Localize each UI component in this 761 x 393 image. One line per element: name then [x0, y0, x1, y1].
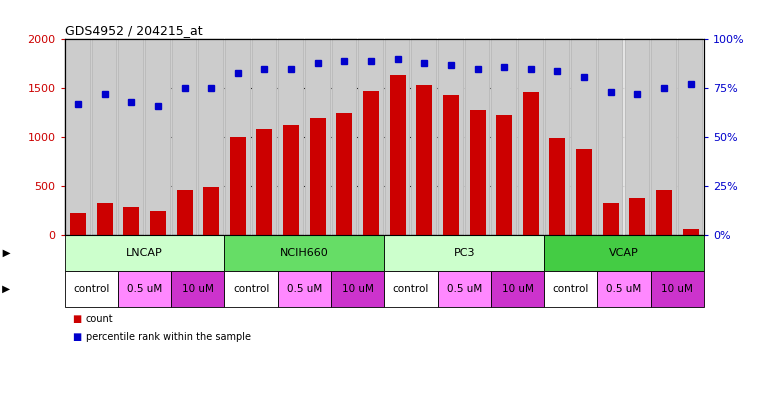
Text: ■: ■: [72, 332, 81, 342]
FancyBboxPatch shape: [651, 39, 677, 235]
Text: control: control: [393, 284, 429, 294]
Text: NCIH660: NCIH660: [280, 248, 329, 258]
FancyBboxPatch shape: [384, 271, 438, 307]
Bar: [523, 92, 539, 235]
Text: 10 uM: 10 uM: [661, 284, 693, 294]
FancyBboxPatch shape: [545, 39, 570, 235]
Bar: [363, 91, 379, 235]
FancyBboxPatch shape: [331, 271, 384, 307]
FancyBboxPatch shape: [544, 235, 704, 271]
Bar: [603, 203, 619, 235]
Bar: [683, 230, 699, 235]
Bar: [549, 138, 565, 235]
FancyBboxPatch shape: [572, 39, 597, 235]
Text: control: control: [73, 284, 110, 294]
FancyBboxPatch shape: [598, 39, 623, 235]
Bar: [336, 113, 352, 235]
FancyBboxPatch shape: [385, 39, 410, 235]
FancyBboxPatch shape: [199, 39, 224, 235]
FancyBboxPatch shape: [252, 39, 277, 235]
Bar: [416, 85, 432, 235]
Bar: [230, 137, 246, 235]
Bar: [177, 190, 193, 235]
FancyBboxPatch shape: [651, 271, 704, 307]
FancyBboxPatch shape: [224, 235, 384, 271]
FancyBboxPatch shape: [92, 39, 117, 235]
Bar: [470, 110, 486, 235]
FancyBboxPatch shape: [171, 271, 224, 307]
Bar: [97, 203, 113, 235]
Bar: [310, 118, 326, 235]
FancyBboxPatch shape: [491, 271, 544, 307]
FancyBboxPatch shape: [305, 39, 330, 235]
Text: 0.5 uM: 0.5 uM: [287, 284, 322, 294]
FancyBboxPatch shape: [172, 39, 197, 235]
Text: 10 uM: 10 uM: [342, 284, 374, 294]
Text: PC3: PC3: [454, 248, 475, 258]
Bar: [496, 115, 512, 235]
Bar: [283, 125, 299, 235]
FancyBboxPatch shape: [65, 39, 91, 235]
FancyBboxPatch shape: [278, 271, 331, 307]
FancyBboxPatch shape: [465, 39, 490, 235]
FancyBboxPatch shape: [384, 235, 544, 271]
Text: percentile rank within the sample: percentile rank within the sample: [86, 332, 251, 342]
Text: 0.5 uM: 0.5 uM: [447, 284, 482, 294]
Text: 0.5 uM: 0.5 uM: [127, 284, 162, 294]
Text: count: count: [86, 314, 113, 324]
Text: GDS4952 / 204215_at: GDS4952 / 204215_at: [65, 24, 202, 37]
FancyBboxPatch shape: [518, 39, 543, 235]
FancyBboxPatch shape: [544, 271, 597, 307]
FancyBboxPatch shape: [678, 39, 703, 235]
Text: 10 uM: 10 uM: [182, 284, 214, 294]
Bar: [576, 149, 592, 235]
FancyBboxPatch shape: [625, 39, 650, 235]
Text: LNCAP: LNCAP: [126, 248, 163, 258]
FancyBboxPatch shape: [332, 39, 357, 235]
FancyBboxPatch shape: [438, 271, 491, 307]
Text: control: control: [552, 284, 589, 294]
Text: cell line ▶: cell line ▶: [0, 248, 11, 258]
FancyBboxPatch shape: [412, 39, 437, 235]
Text: 10 uM: 10 uM: [501, 284, 533, 294]
Text: dose ▶: dose ▶: [0, 284, 11, 294]
FancyBboxPatch shape: [492, 39, 517, 235]
Bar: [629, 198, 645, 235]
FancyBboxPatch shape: [225, 39, 250, 235]
Bar: [203, 187, 219, 235]
Bar: [256, 129, 272, 235]
Bar: [443, 95, 459, 235]
Bar: [150, 211, 166, 235]
FancyBboxPatch shape: [65, 235, 224, 271]
FancyBboxPatch shape: [118, 271, 171, 307]
FancyBboxPatch shape: [145, 39, 170, 235]
FancyBboxPatch shape: [119, 39, 144, 235]
Bar: [656, 190, 672, 235]
Text: VCAP: VCAP: [609, 248, 639, 258]
Text: ■: ■: [72, 314, 81, 324]
FancyBboxPatch shape: [597, 271, 651, 307]
FancyBboxPatch shape: [65, 271, 118, 307]
Bar: [123, 207, 139, 235]
FancyBboxPatch shape: [438, 39, 463, 235]
Bar: [70, 213, 86, 235]
Text: control: control: [233, 284, 269, 294]
FancyBboxPatch shape: [279, 39, 304, 235]
FancyBboxPatch shape: [358, 39, 384, 235]
FancyBboxPatch shape: [224, 271, 278, 307]
Bar: [390, 75, 406, 235]
Text: 0.5 uM: 0.5 uM: [607, 284, 642, 294]
